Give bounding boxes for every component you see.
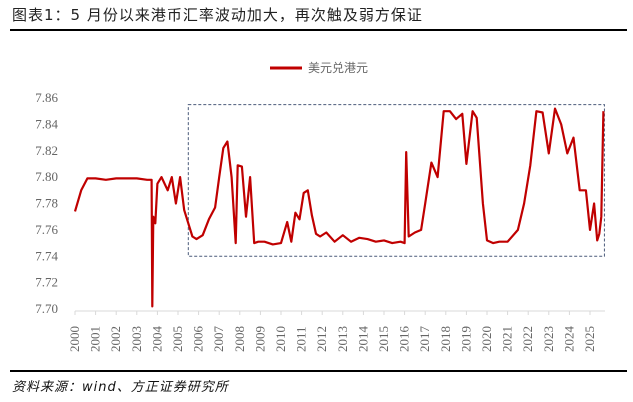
- y-tick-label: 7.76: [35, 222, 58, 237]
- x-tick-label: 2004: [149, 326, 164, 353]
- x-tick-label: 2002: [108, 326, 123, 352]
- y-tick-label: 7.78: [35, 196, 58, 211]
- x-tick-label: 2012: [314, 326, 329, 352]
- x-axis: 2000 2001 2002 2003 2004 2005 2006 2007 2008 2009…: [67, 310, 605, 353]
- y-tick-label: 7.72: [35, 275, 58, 290]
- x-tick-label: 2011: [294, 326, 309, 352]
- x-tick-label: 2005: [170, 326, 185, 352]
- x-tick-label: 2015: [376, 326, 391, 352]
- y-tick-label: 7.86: [35, 90, 58, 105]
- x-tick-label: 2017: [417, 326, 432, 353]
- x-tick-label: 2009: [252, 326, 267, 352]
- y-tick-label: 7.82: [35, 143, 58, 158]
- x-tick-label: 2016: [397, 326, 412, 353]
- source-note: 资料来源：wind、方正证券研究所: [12, 380, 229, 395]
- legend: 美元兑港元: [270, 61, 368, 75]
- x-tick-label: 2003: [129, 326, 144, 352]
- y-tick-label: 7.74: [35, 248, 58, 263]
- x-tick-label: 2006: [191, 326, 206, 353]
- x-tick-label: 2008: [232, 326, 247, 352]
- x-tick-label: 2024: [561, 326, 576, 353]
- x-tick-label: 2020: [479, 326, 494, 352]
- title-divider: [10, 29, 627, 31]
- x-tick-label: 2021: [500, 326, 515, 352]
- y-tick-label: 7.84: [35, 116, 58, 131]
- x-tick-label: 2018: [438, 326, 453, 352]
- usd-hkd-line: [73, 107, 605, 308]
- line-chart: 7.70 7.72 7.74 7.76 7.78 7.80 7.82 7.84 7.86 200…: [35, 61, 605, 353]
- x-tick-label: 2014: [355, 326, 370, 353]
- x-tick-label: 2001: [88, 326, 103, 352]
- x-tick-label: 2019: [458, 326, 473, 352]
- x-tick-label: 2000: [67, 326, 82, 352]
- x-tick-label: 2013: [335, 326, 350, 352]
- chart-title: 图表1：5 月份以来港币汇率波动加大，再次触及弱方保证: [12, 6, 423, 24]
- x-tick-label: 2010: [273, 326, 288, 352]
- y-tick-label: 7.80: [35, 169, 58, 184]
- footer-divider: [10, 370, 627, 372]
- x-tick-label: 2025: [582, 326, 597, 352]
- x-tick-label: 2023: [541, 326, 556, 352]
- x-tick-label: 2022: [520, 326, 535, 352]
- x-tick-label: 2007: [211, 326, 226, 353]
- highlight-box: [187, 104, 605, 257]
- legend-label: 美元兑港元: [308, 61, 368, 75]
- y-tick-label: 7.70: [35, 301, 58, 316]
- y-axis: 7.70 7.72 7.74 7.76 7.78 7.80 7.82 7.84 7.86: [35, 90, 58, 316]
